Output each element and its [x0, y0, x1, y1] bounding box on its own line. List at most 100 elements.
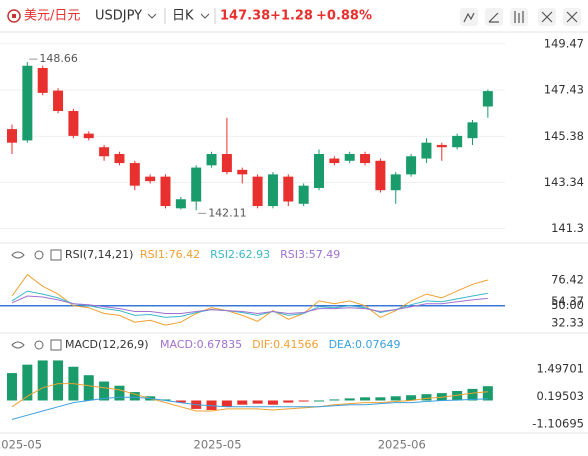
- candle-body: [406, 156, 417, 175]
- candle-body: [390, 174, 401, 191]
- candle-body: [283, 176, 294, 202]
- macd-bar: [421, 394, 432, 401]
- legend-entry: RSI2:62.93: [210, 248, 270, 261]
- candle-body: [360, 154, 371, 164]
- rsi-line: [11, 290, 488, 318]
- x-tick-label: 2025-05: [0, 438, 42, 452]
- macd-bar: [7, 373, 17, 401]
- candle-body: [467, 122, 478, 139]
- rsi-icons: [11, 249, 62, 351]
- macd-line: [11, 396, 488, 420]
- candle-body: [145, 176, 156, 182]
- candle-body: [314, 154, 324, 188]
- macd-bar: [99, 381, 110, 401]
- macd-bar: [22, 364, 33, 401]
- candle-body: [436, 144, 447, 148]
- rsi-line: [11, 273, 488, 326]
- candle-body: [206, 154, 217, 166]
- macd-bar: [360, 397, 371, 401]
- x-tick-label: 2025-06: [378, 438, 426, 452]
- price: 147.38: [220, 9, 270, 24]
- annotation: 148.66: [39, 52, 78, 65]
- gear-icon[interactable]: [34, 250, 44, 260]
- legend-entry: DEA:0.07649: [329, 338, 401, 351]
- legend-entry: DIF:0.41566: [252, 338, 318, 351]
- gear-icon[interactable]: [34, 340, 44, 350]
- change: +1.28: [270, 9, 313, 24]
- macd-bar: [298, 400, 309, 402]
- y-tick-label: -1.10695: [532, 416, 584, 430]
- candle-body: [53, 90, 64, 111]
- candle-body: [175, 199, 186, 209]
- candle-body: [129, 163, 140, 186]
- macd-bar: [37, 360, 48, 401]
- y-tick-label: 76.42: [551, 273, 584, 287]
- macd-bar: [344, 398, 355, 401]
- legend-entry: RSI1:76.42: [140, 248, 200, 261]
- annotation: 142.11: [208, 206, 247, 219]
- rsi-title: RSI(7,14,21): [65, 248, 133, 261]
- macd-bar: [114, 385, 125, 401]
- indicator-icon: [463, 12, 475, 23]
- y-tick-label: 1.49701: [536, 361, 584, 375]
- candle-body: [7, 129, 17, 143]
- macd-line: [11, 383, 488, 412]
- candle-body: [344, 154, 355, 161]
- macd-bar: [129, 392, 140, 401]
- candle-body: [22, 65, 33, 141]
- eye-icon[interactable]: [11, 341, 25, 349]
- dropdown-arrow[interactable]: [200, 13, 210, 19]
- legend-entry: MACD:0.67835: [160, 338, 242, 351]
- legend-entry: RSI3:57.49: [280, 248, 340, 261]
- candle-body: [114, 154, 125, 164]
- macd-bar: [314, 400, 324, 402]
- checkbox[interactable]: [50, 249, 62, 261]
- dropdown-arrow[interactable]: [147, 13, 157, 19]
- header: 美元/日元 USDJPY 日K 147.38 +1.28 +0.88%: [0, 8, 588, 33]
- x-tick-label: 2025-05: [194, 438, 242, 452]
- macd-bar: [175, 400, 186, 403]
- macd-bar: [482, 386, 493, 401]
- rsi-line: [11, 295, 488, 315]
- checkbox[interactable]: [50, 339, 62, 351]
- y-tick-label: 32.33: [551, 315, 584, 329]
- macd-bar: [160, 399, 171, 401]
- macd-bar: [283, 400, 294, 403]
- fullscreen-icon: [541, 11, 553, 23]
- macd-bar: [206, 400, 217, 410]
- y-tick-label: 141.3: [551, 221, 584, 235]
- candle-body: [237, 169, 248, 175]
- settings-icon: [566, 11, 578, 23]
- period[interactable]: 日K: [172, 9, 194, 24]
- y-tick-label: 0.19503: [536, 389, 584, 403]
- macd-bar: [252, 400, 263, 404]
- change-pct: +0.88%: [316, 9, 372, 24]
- candle-body: [329, 158, 340, 164]
- indicator-button[interactable]: [460, 8, 478, 26]
- y-tick-label: 143.34: [544, 175, 584, 189]
- candle-body: [375, 160, 386, 191]
- candle-body: [221, 154, 232, 173]
- macd-bar: [237, 400, 248, 405]
- y-tick-label: 50.00: [551, 298, 584, 312]
- candle-body: [452, 135, 463, 148]
- candle-body: [99, 147, 110, 157]
- eye-icon[interactable]: [11, 251, 25, 259]
- candle-body: [191, 167, 202, 202]
- candle-body: [267, 174, 278, 207]
- symbol[interactable]: 美元/日元: [24, 9, 80, 24]
- macd-bar: [221, 400, 232, 407]
- candle-body: [68, 111, 79, 136]
- flag-icon: [12, 14, 16, 18]
- candle-body: [83, 133, 94, 139]
- macd-bar: [53, 360, 64, 401]
- macd-title: MACD(12,26,9): [65, 338, 149, 351]
- candle-icon: [514, 11, 524, 23]
- code[interactable]: USDJPY: [95, 9, 142, 24]
- macd-bar: [267, 400, 278, 405]
- macd-bar: [406, 395, 417, 401]
- candle-body: [298, 185, 309, 204]
- candle-body: [37, 68, 48, 93]
- y-tick-label: 54.37: [551, 294, 584, 308]
